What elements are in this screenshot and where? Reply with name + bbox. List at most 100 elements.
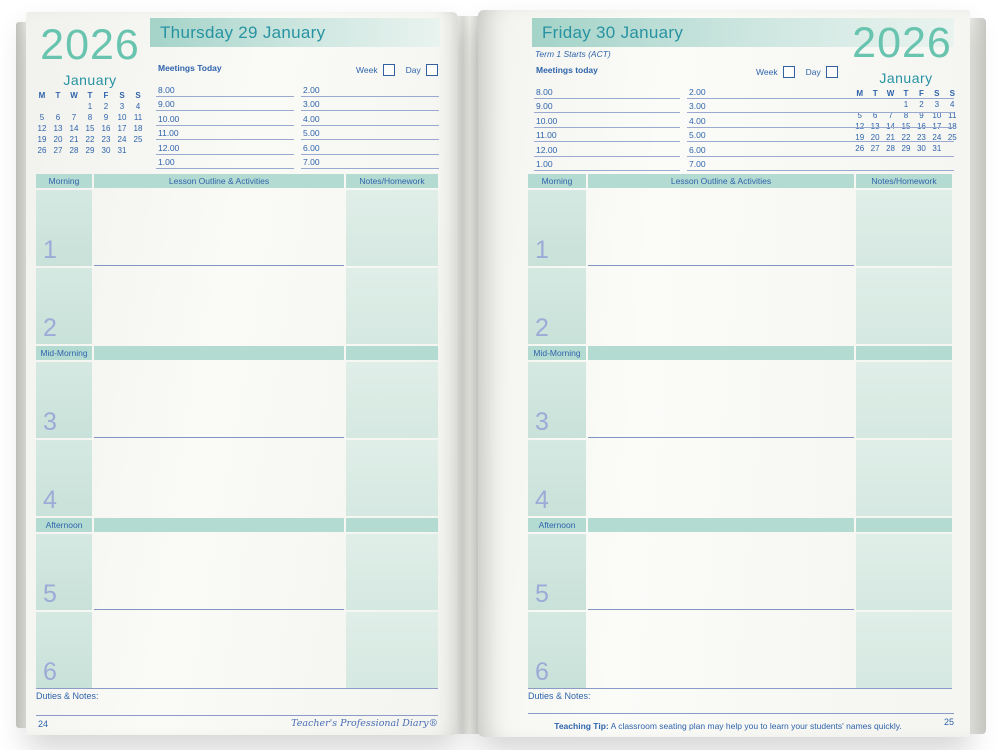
meeting-time-slot[interactable]: 5.00 <box>687 128 954 142</box>
lesson-cell[interactable] <box>94 190 344 266</box>
meeting-time-slot[interactable]: 2.00 <box>687 84 954 99</box>
band-filler <box>856 518 952 532</box>
meeting-time-slot[interactable]: 8.00 <box>156 82 294 97</box>
meeting-time-slot[interactable]: 11.00 <box>156 126 294 140</box>
period-number-cell[interactable]: 5 <box>36 534 92 610</box>
calendar-day: 25 <box>133 135 143 144</box>
week-checkbox[interactable] <box>782 66 795 78</box>
notes-cell[interactable] <box>346 190 438 266</box>
calendar-day: 16 <box>916 122 926 131</box>
calendar-day: 23 <box>916 133 926 142</box>
meeting-time-slot[interactable]: 10.00 <box>534 113 680 128</box>
meeting-time-slot[interactable]: 9.00 <box>156 97 294 111</box>
calendar-day: 19 <box>37 135 47 144</box>
calendar-day: 28 <box>69 146 79 155</box>
meeting-time-slot[interactable]: 6.00 <box>687 142 954 157</box>
meeting-time-slot[interactable]: 1.00 <box>534 157 680 171</box>
period-number-cell[interactable]: 4 <box>36 440 92 516</box>
period-number: 2 <box>43 314 57 342</box>
calendar-day: 1 <box>87 102 93 111</box>
lesson-cell[interactable] <box>94 440 344 516</box>
calendar-day: 26 <box>37 146 47 155</box>
notes-cell[interactable] <box>856 268 952 344</box>
lesson-cell[interactable] <box>588 534 854 610</box>
period-number-cell[interactable]: 1 <box>528 190 586 266</box>
period-number-cell[interactable]: 1 <box>36 190 92 266</box>
band-mid-morning: Mid-Morning <box>36 346 92 360</box>
band-filler <box>346 518 438 532</box>
period-number-cell[interactable]: 5 <box>528 534 586 610</box>
meeting-time-slot[interactable]: 11.00 <box>534 128 680 142</box>
notes-cell[interactable] <box>856 362 952 438</box>
notes-cell[interactable] <box>346 612 438 688</box>
notes-cell[interactable] <box>856 440 952 516</box>
notes-cell[interactable] <box>346 362 438 438</box>
week-checkbox[interactable] <box>382 64 395 76</box>
meeting-time-slot[interactable]: 7.00 <box>301 155 439 169</box>
period-number-cell[interactable]: 3 <box>528 362 586 438</box>
calendar-day: 6 <box>55 113 61 122</box>
meeting-time-slot[interactable]: 2.00 <box>301 82 439 97</box>
calendar-day-header: W <box>70 91 78 100</box>
lesson-cell[interactable] <box>588 362 854 438</box>
lesson-cell[interactable] <box>588 268 854 344</box>
period-number: 2 <box>535 314 549 342</box>
notes-cell[interactable] <box>346 268 438 344</box>
calendar-day: 5 <box>39 113 45 122</box>
period-number-cell[interactable]: 6 <box>36 612 92 688</box>
meeting-time-slot[interactable]: 3.00 <box>687 99 954 113</box>
meeting-time-slot[interactable]: 12.00 <box>156 140 294 155</box>
meeting-time-slot[interactable]: 6.00 <box>301 140 439 155</box>
period-number-cell[interactable]: 2 <box>528 268 586 344</box>
meeting-time-slot[interactable]: 7.00 <box>687 157 954 171</box>
meeting-time-slot[interactable]: 1.00 <box>156 155 294 169</box>
notes-cell[interactable] <box>856 190 952 266</box>
period-number-cell[interactable]: 4 <box>528 440 586 516</box>
period-number: 3 <box>43 408 57 436</box>
week-label: Week <box>756 67 778 77</box>
period-number-cell[interactable]: 2 <box>36 268 92 344</box>
period-number-cell[interactable]: 3 <box>36 362 92 438</box>
calendar-day: 24 <box>932 133 942 142</box>
meeting-time-slot[interactable]: 12.00 <box>534 142 680 157</box>
meeting-time-slot[interactable]: 4.00 <box>687 113 954 128</box>
notes-cell[interactable] <box>856 612 952 688</box>
calendar-day: 4 <box>135 102 141 111</box>
brand-script: Teacher's Professional Diary® <box>291 718 438 729</box>
day-checkbox[interactable] <box>825 66 838 78</box>
period-number-cell[interactable]: 6 <box>528 612 586 688</box>
lesson-cell[interactable] <box>588 190 854 266</box>
column-header-morning: Morning <box>36 174 92 188</box>
calendar-day: 2 <box>919 100 924 109</box>
lesson-cell[interactable] <box>94 612 344 688</box>
calendar-day: 9 <box>103 113 109 122</box>
meeting-time-slot[interactable]: 10.00 <box>156 111 294 126</box>
week-day-checkboxes: Week Day <box>756 66 838 78</box>
calendar-day-header: S <box>119 91 125 100</box>
calendar-day: 26 <box>855 144 865 153</box>
meeting-time-slot[interactable]: 5.00 <box>301 126 439 140</box>
lesson-cell[interactable] <box>94 534 344 610</box>
lesson-cell[interactable] <box>94 268 344 344</box>
calendar-day-header: S <box>135 91 141 100</box>
lesson-cell[interactable] <box>588 612 854 688</box>
lesson-cell[interactable] <box>94 362 344 438</box>
column-header-morning: Morning <box>528 174 586 188</box>
calendar-day: 13 <box>870 122 880 131</box>
lesson-cell[interactable] <box>588 440 854 516</box>
meeting-time-slot[interactable]: 4.00 <box>301 111 439 126</box>
notes-cell[interactable] <box>856 534 952 610</box>
meeting-time-slot[interactable]: 9.00 <box>534 99 680 113</box>
calendar-day: 8 <box>903 111 909 120</box>
meeting-time-slot[interactable]: 8.00 <box>534 84 680 99</box>
calendar-day: 12 <box>37 124 47 133</box>
calendar-day: 12 <box>855 122 865 131</box>
calendar-day-header: M <box>38 91 46 100</box>
meeting-time-slot[interactable]: 3.00 <box>301 97 439 111</box>
day-checkbox[interactable] <box>425 64 438 76</box>
calendar-day: 23 <box>101 135 111 144</box>
notes-cell[interactable] <box>346 440 438 516</box>
notes-cell[interactable] <box>346 534 438 610</box>
